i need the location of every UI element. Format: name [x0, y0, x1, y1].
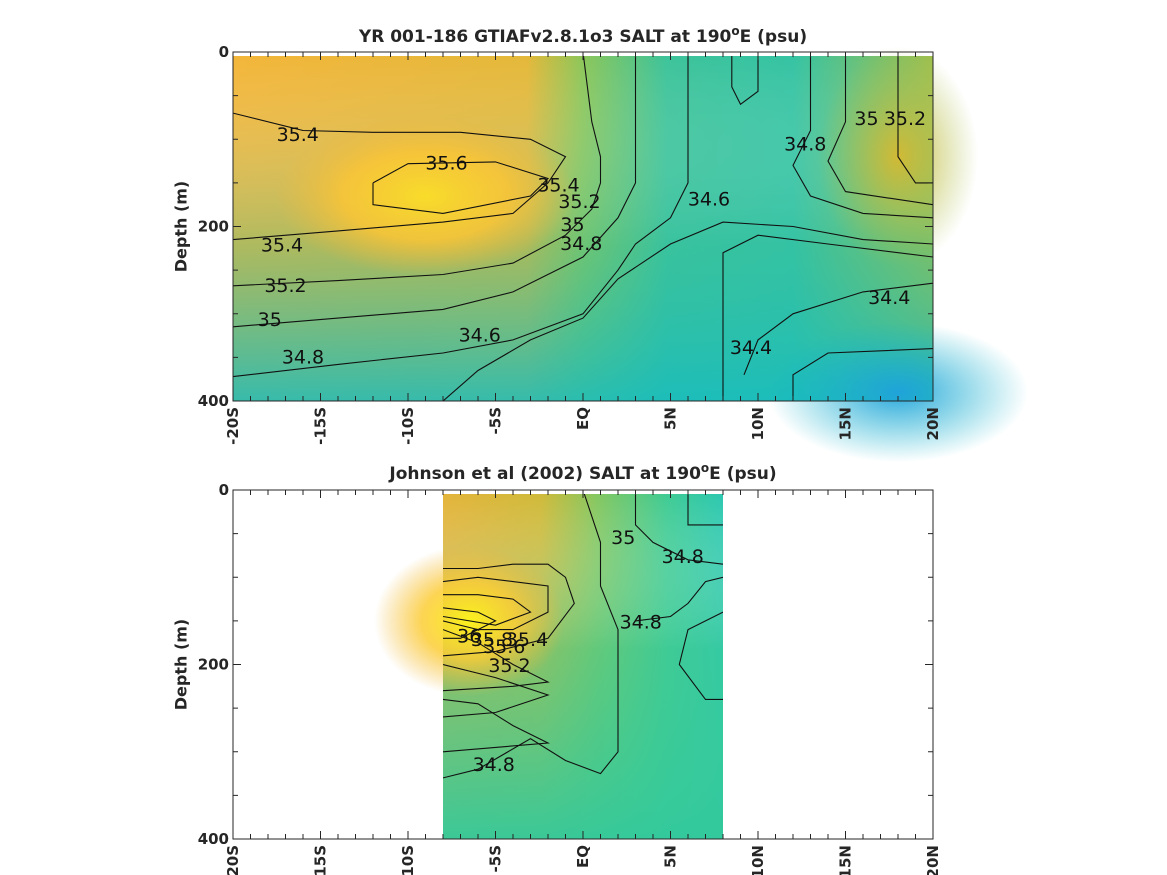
y-axis-label: Depth (m)	[172, 619, 191, 711]
contour-label: 34.6	[459, 325, 501, 347]
contour-line	[897, 56, 933, 184]
y-tick-label: 0	[219, 43, 229, 61]
contour-line	[743, 282, 933, 376]
contour-label: 34.4	[730, 337, 772, 359]
x-tick-label: 20N	[924, 845, 942, 875]
contour-line	[443, 594, 532, 626]
y-tick-label: 200	[198, 218, 229, 236]
x-tick-label: -20S	[224, 407, 242, 445]
contour-line	[722, 234, 933, 401]
high-salinity-core	[275, 115, 576, 276]
x-ticks	[232, 52, 934, 401]
contour-line	[443, 563, 575, 657]
contour-label: 35.2	[558, 191, 600, 213]
y-tick-label: 0	[219, 481, 229, 499]
contour-label: 34.8	[620, 612, 662, 634]
contour-line	[442, 221, 933, 401]
x-ticks	[232, 490, 934, 839]
contour-label: 35.6	[425, 153, 467, 175]
contour-line	[678, 611, 723, 700]
salinity-field	[233, 46, 1028, 463]
y-tick-label: 400	[198, 392, 229, 410]
contour-label: 35.2	[488, 655, 530, 677]
contour-label: 34.8	[560, 233, 602, 255]
x-tick-label: 15N	[837, 407, 855, 440]
x-tick-label: -20S	[224, 845, 242, 875]
contour-label: 35.4	[261, 235, 303, 257]
contour-line	[792, 348, 933, 401]
contour-line	[443, 576, 549, 631]
contour-line	[827, 56, 933, 206]
contour-label: 35.2	[884, 108, 926, 130]
contour-label: 35.4	[506, 629, 548, 651]
contour-line	[233, 112, 567, 241]
x-tick-label: EQ	[574, 407, 592, 430]
y-ticks	[233, 489, 933, 840]
chart-title: Johnson et al (2002) SALT at 190oE (psu)	[388, 461, 776, 484]
x-tick-label: -10S	[399, 845, 417, 875]
y-tick-label: 400	[198, 830, 229, 848]
contour-label: 35	[258, 309, 282, 331]
x-tick-label: -15S	[312, 407, 330, 445]
contour-line	[635, 576, 723, 622]
contour-label: 35.4	[537, 174, 579, 196]
y-axis-label: Depth (m)	[172, 181, 191, 273]
y-ticks	[233, 51, 933, 402]
contour-line	[731, 56, 759, 106]
contour-label: 35.2	[264, 275, 306, 297]
contour-label: 35.6	[483, 636, 525, 658]
contour-label: 34.6	[688, 188, 730, 210]
contour-line	[443, 629, 550, 692]
x-tick-label: EQ	[574, 845, 592, 868]
contour-line	[443, 607, 497, 639]
x-tick-label: -5S	[487, 407, 505, 434]
x-tick-label: -10S	[399, 407, 417, 445]
contour-line	[233, 56, 602, 287]
contour-label: 34.4	[868, 287, 910, 309]
x-tick-label: 10N	[749, 407, 767, 440]
x-tick-label: 10N	[749, 845, 767, 875]
x-tick-label: 15N	[837, 845, 855, 875]
low-salinity-pool	[768, 322, 1028, 463]
contour-lines	[233, 56, 933, 401]
contour-label: 34.8	[662, 546, 704, 568]
contour-label: 34.8	[473, 754, 515, 776]
contour-line	[443, 663, 550, 718]
contour-label: 35.4	[277, 124, 319, 146]
contour-line	[233, 56, 689, 378]
chart-title: YR 001-186 GTIAFv2.8.1o3 SALT at 190oE (…	[358, 24, 807, 47]
x-tick-label: 5N	[662, 845, 680, 868]
contour-label: 35	[854, 108, 878, 130]
x-tick-label: -15S	[312, 845, 330, 875]
contour-label: 34.8	[282, 346, 324, 368]
salinity-field	[374, 494, 723, 839]
upper-salinity-panel: 35.435.635.435.23534.835.435.23534.834.6…	[172, 24, 1028, 463]
x-tick-label: 20N	[924, 407, 942, 440]
x-tick-label: -5S	[487, 845, 505, 872]
contour-line	[233, 56, 637, 328]
contour-line	[443, 494, 619, 779]
contour-label: 36	[457, 626, 481, 648]
x-tick-label: 5N	[662, 407, 680, 430]
contour-line	[443, 698, 551, 753]
contour-lines	[443, 494, 723, 779]
contour-line	[792, 56, 933, 219]
y-tick-label: 200	[198, 656, 229, 674]
contour-line	[687, 494, 723, 526]
contour-label: 35.8	[471, 629, 513, 651]
contour-label: 35	[560, 214, 584, 236]
contour-label: 35	[611, 527, 635, 549]
contour-line	[372, 161, 550, 214]
contour-label: 34.8	[784, 133, 826, 155]
contour-line	[634, 494, 723, 565]
